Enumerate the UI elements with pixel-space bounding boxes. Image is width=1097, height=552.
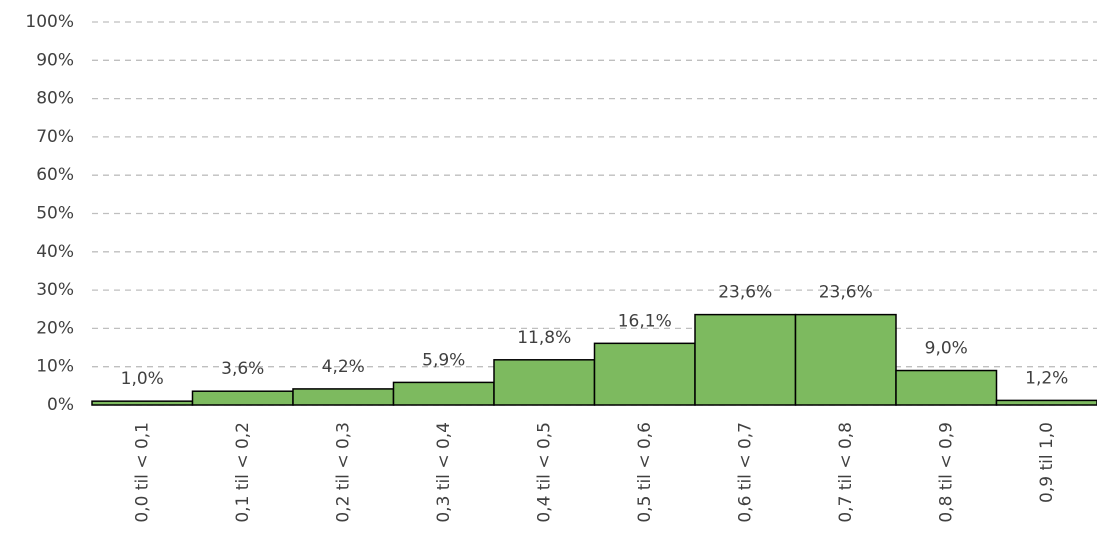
value-label: 1,0% bbox=[121, 369, 164, 389]
y-tick-label: 100% bbox=[25, 12, 74, 32]
bar bbox=[694, 313, 797, 406]
x-tick-label: 0,4 til < 0,5 bbox=[534, 422, 554, 523]
x-tick-label: 0,6 til < 0,7 bbox=[735, 422, 755, 523]
x-tick-label: 0,8 til < 0,9 bbox=[936, 422, 956, 523]
x-tick-label: 0,7 til < 0,8 bbox=[836, 422, 856, 523]
value-label: 3,6% bbox=[221, 359, 264, 379]
y-tick-label: 50% bbox=[36, 204, 74, 224]
value-label: 5,9% bbox=[422, 350, 465, 370]
x-tick-label: 0,2 til < 0,3 bbox=[333, 422, 353, 523]
bar bbox=[593, 342, 696, 406]
x-tick-label: 0,3 til < 0,4 bbox=[434, 422, 454, 523]
value-label: 23,6% bbox=[819, 283, 873, 303]
x-tick-label: 0,1 til < 0,2 bbox=[233, 422, 253, 523]
y-tick-label: 70% bbox=[36, 127, 74, 147]
y-tick-label: 20% bbox=[36, 318, 74, 338]
y-tick-label: 30% bbox=[36, 280, 74, 300]
y-tick-label: 80% bbox=[36, 89, 74, 109]
value-label: 9,0% bbox=[925, 339, 968, 359]
bar bbox=[91, 400, 194, 406]
y-tick-label: 10% bbox=[36, 357, 74, 377]
value-label: 11,8% bbox=[517, 328, 571, 348]
value-label: 4,2% bbox=[322, 357, 365, 377]
value-label: 23,6% bbox=[718, 283, 772, 303]
x-tick-label: 0,0 til < 0,1 bbox=[132, 422, 152, 523]
x-tick-label: 0,5 til < 0,6 bbox=[635, 422, 655, 523]
y-tick-label: 40% bbox=[36, 242, 74, 262]
bar bbox=[794, 313, 897, 406]
bar bbox=[995, 399, 1097, 406]
bar bbox=[292, 388, 395, 406]
y-tick-label: 60% bbox=[36, 165, 74, 185]
value-label: 1,2% bbox=[1025, 368, 1068, 388]
bar bbox=[895, 369, 998, 406]
y-tick-label: 0% bbox=[47, 395, 74, 415]
x-tick-label: 0,9 til 1,0 bbox=[1037, 422, 1057, 503]
bar bbox=[392, 381, 495, 406]
bar bbox=[191, 390, 294, 406]
y-tick-label: 90% bbox=[36, 50, 74, 70]
value-label: 16,1% bbox=[618, 311, 672, 331]
bar bbox=[493, 359, 596, 406]
